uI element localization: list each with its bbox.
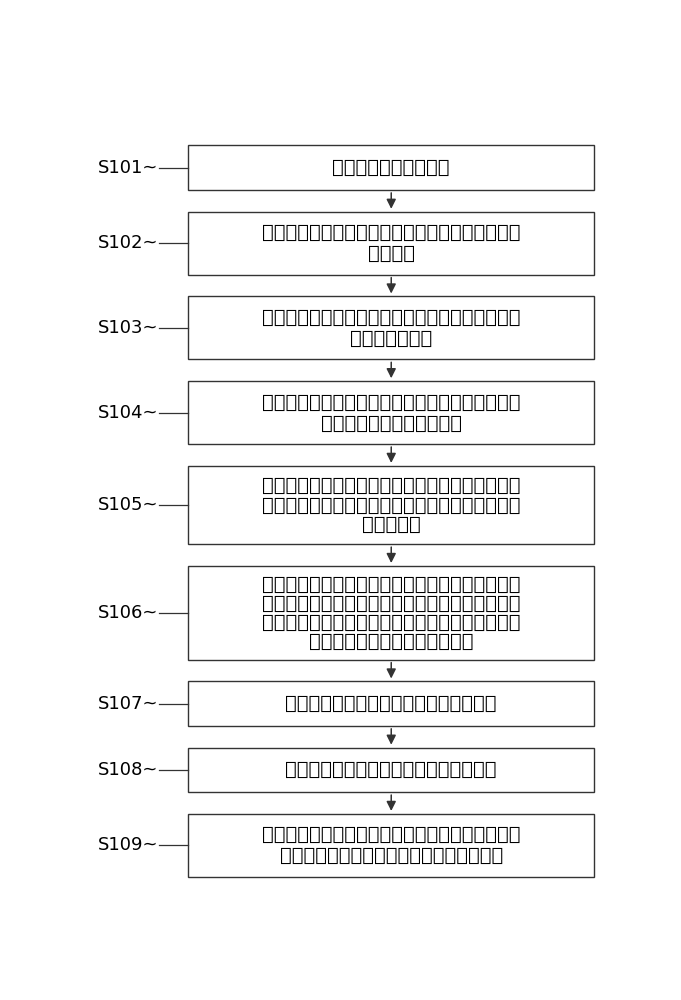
Text: 生最终的中期分裂相染色体区域搜寻结果。: 生最终的中期分裂相染色体区域搜寻结果。 (280, 846, 503, 865)
Text: 将分裂期细胞图像裁剪为具有相同尺寸大小的多个: 将分裂期细胞图像裁剪为具有相同尺寸大小的多个 (262, 223, 520, 242)
Text: 种尺寸的锤框；每一层次的融合特征图使用的锤框: 种尺寸的锤框；每一层次的融合特征图使用的锤框 (262, 495, 520, 514)
Text: S103~: S103~ (98, 319, 159, 337)
Text: S109~: S109~ (98, 836, 159, 854)
Bar (188, 296, 595, 359)
Text: 将从子图像中提取的特征图进行特征融合，以获得: 将从子图像中提取的特征图进行特征融合，以获得 (262, 393, 520, 412)
Text: 采集分裂期细胞图像。: 采集分裂期细胞图像。 (332, 158, 450, 177)
Text: S101~: S101~ (98, 159, 159, 177)
Text: 出包含：预测框的框回归参数和预测框内包含有中: 出包含：预测框的框回归参数和预测框内包含有中 (262, 613, 520, 632)
Text: S107~: S107~ (98, 695, 159, 713)
Text: 在三个层次的融合特征图上每个像素位置上设置三: 在三个层次的融合特征图上每个像素位置上设置三 (262, 476, 520, 495)
Bar (188, 145, 595, 190)
Text: 部网络，并根据锤框生成预测输出；其中，预测输: 部网络，并根据锤框生成预测输出；其中，预测输 (262, 594, 520, 613)
Text: S108~: S108~ (98, 761, 159, 779)
Bar (188, 381, 595, 444)
Text: 去除重叠预测框和置信度低于阈值的预测框，以产: 去除重叠预测框和置信度低于阈值的预测框，以产 (262, 825, 520, 844)
Text: 在三个层次上的融合特征图上分别构建一个预测头: 在三个层次上的融合特征图上分别构建一个预测头 (262, 575, 520, 594)
Text: 将预测框映射到整张分裂期细胞图像上。: 将预测框映射到整张分裂期细胞图像上。 (285, 760, 497, 779)
Text: 将子图像输入深度卷积网络以获得尺寸不同的多个: 将子图像输入深度卷积网络以获得尺寸不同的多个 (262, 308, 520, 327)
Text: S106~: S106~ (98, 604, 159, 622)
Text: 层次的特征图。: 层次的特征图。 (350, 329, 432, 348)
Text: 根据预测输出确定预测框的位置和大小。: 根据预测输出确定预测框的位置和大小。 (285, 694, 497, 713)
Bar (188, 681, 595, 726)
Text: S105~: S105~ (98, 496, 159, 514)
Bar (188, 212, 595, 275)
Text: S102~: S102~ (98, 234, 159, 252)
Text: 三个层次上的融合特征图。: 三个层次上的融合特征图。 (321, 414, 462, 433)
Bar (188, 814, 595, 877)
Text: 尺寸相同。: 尺寸相同。 (362, 515, 421, 534)
Text: 子图像。: 子图像。 (368, 244, 415, 263)
Bar (188, 566, 595, 660)
Bar (188, 466, 595, 544)
Bar (188, 748, 595, 792)
Text: 期分裂相染色体区域的置信度。: 期分裂相染色体区域的置信度。 (309, 631, 473, 650)
Text: S104~: S104~ (98, 404, 159, 422)
